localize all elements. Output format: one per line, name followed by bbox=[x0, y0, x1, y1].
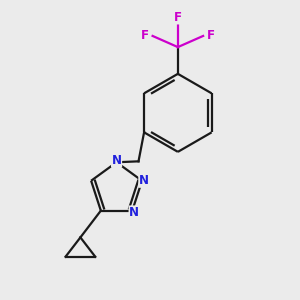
Text: N: N bbox=[139, 174, 149, 187]
Text: F: F bbox=[207, 29, 215, 42]
Text: F: F bbox=[174, 11, 182, 24]
Text: N: N bbox=[129, 206, 139, 219]
Text: N: N bbox=[112, 154, 122, 167]
Text: F: F bbox=[140, 29, 148, 42]
